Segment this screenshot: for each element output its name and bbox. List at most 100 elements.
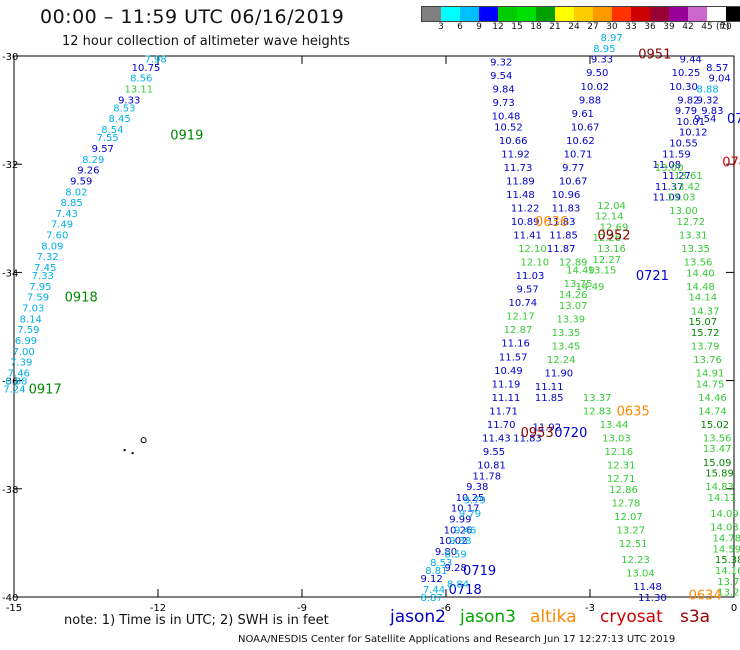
swh-value: 12.78 xyxy=(612,498,641,509)
swh-value: 8.09 xyxy=(41,241,63,252)
swh-value: 6.88 xyxy=(5,377,27,388)
swh-value: 13.75 xyxy=(564,279,593,290)
swh-value: 13.07 xyxy=(559,301,588,312)
swh-value: 8.85 xyxy=(60,198,82,209)
swh-value: 11.57 xyxy=(499,352,528,363)
swh-value: 13.35 xyxy=(552,328,581,339)
swh-value: 13.45 xyxy=(552,341,581,352)
swh-value: 14.59 xyxy=(712,544,740,555)
legend-label: 3 xyxy=(438,22,444,32)
legend-swatch xyxy=(593,7,612,21)
swh-value: 13.16 xyxy=(597,244,626,255)
swh-value: 10.67 xyxy=(571,122,600,133)
swh-value: 11.85 xyxy=(535,393,564,404)
swh-value: 15.09 xyxy=(703,458,732,469)
swh-value: 7.39 xyxy=(10,358,32,369)
swh-value: 14.48 xyxy=(686,282,715,293)
swh-value: 8.53 xyxy=(113,103,135,114)
legend-label: 30 xyxy=(606,22,618,32)
swh-value: 14.91 xyxy=(696,368,725,379)
swh-value: 13.56 xyxy=(703,433,732,444)
swh-value: 11.85 xyxy=(549,231,578,242)
satellite-legend-item: cryosat xyxy=(600,607,663,627)
legend-swatch xyxy=(707,7,726,21)
swh-value: 14.11 xyxy=(708,493,737,504)
x-tick-label: -15 xyxy=(6,603,22,614)
swh-value: 7.95 xyxy=(29,282,51,293)
swh-value: 7.59 xyxy=(27,293,49,304)
swh-value: 11.89 xyxy=(506,176,535,187)
swh-value: 7.45 xyxy=(34,263,56,274)
swh-value: 14.14 xyxy=(688,293,717,304)
swh-value: 14.40 xyxy=(686,268,715,279)
pass-time-label: 0636 xyxy=(535,215,568,230)
swh-value: 13.37 xyxy=(583,393,612,404)
swh-value: 13.00 xyxy=(655,163,684,174)
swh-value: 14.75 xyxy=(696,379,725,390)
swh-value: 10.02 xyxy=(580,82,609,93)
swh-value: 10.66 xyxy=(499,136,528,147)
swh-value: 12.87 xyxy=(504,325,533,336)
swh-value: 7.33 xyxy=(32,271,54,282)
swh-value: 9.83 xyxy=(701,106,723,117)
pass-time-label: 0720 xyxy=(554,426,587,441)
swh-value: 14.03 xyxy=(710,523,739,534)
swh-value: 8.87 xyxy=(420,593,442,604)
swh-value: 7.46 xyxy=(8,368,30,379)
swh-value: 12.71 xyxy=(607,474,636,485)
swh-value: 10.89 xyxy=(511,217,540,228)
legend-swatch xyxy=(726,7,740,21)
pass-time-label: 0719 xyxy=(463,564,496,579)
pass-time-label: 0953 xyxy=(521,426,554,441)
legend-label: 15 xyxy=(511,22,523,32)
swh-value: 12.86 xyxy=(609,485,638,496)
swh-value: 13.00 xyxy=(669,206,698,217)
swh-value: 11.30 xyxy=(638,593,667,604)
legend-label: 9 xyxy=(476,22,482,32)
swh-value: 9.26 xyxy=(77,166,99,177)
swh-value: 11.08 xyxy=(652,160,681,171)
swh-value: 10.62 xyxy=(566,136,595,147)
swh-value: 13.47 xyxy=(703,444,732,455)
swh-value: 9.33 xyxy=(118,95,140,106)
swh-value: 11.41 xyxy=(513,231,542,242)
legend-swatch xyxy=(574,7,593,21)
x-tick-label: 0 xyxy=(731,603,737,614)
legend-swatch xyxy=(479,7,498,21)
legend-label: 24 xyxy=(568,22,580,32)
swh-value: 7.44 xyxy=(423,585,445,596)
swh-value: 10.17 xyxy=(451,504,480,515)
swh-value: 11.19 xyxy=(492,379,521,390)
swh-value: 11.48 xyxy=(633,582,662,593)
swh-value: 9.59 xyxy=(70,176,92,187)
legend-label: 6 xyxy=(457,22,463,32)
swh-value: 11.83 xyxy=(547,217,576,228)
swh-value: 13.70 xyxy=(717,577,740,588)
swh-value: 8.97 xyxy=(600,33,622,44)
swh-value: 9.50 xyxy=(586,68,608,79)
plot-frame xyxy=(13,55,735,598)
swh-value: 7.24 xyxy=(3,385,25,396)
pass-time-label: 0634 xyxy=(689,588,722,603)
swh-value: 9.99 xyxy=(449,515,471,526)
swh-value: 9.79 xyxy=(464,496,486,507)
swh-value: 10.49 xyxy=(494,366,523,377)
swh-value: 9.88 xyxy=(579,95,601,106)
footnote: note: 1) Time is in UTC; 2) SWH is in fe… xyxy=(64,613,329,628)
legend-label: 45 xyxy=(701,22,713,32)
swh-value: 12.83 xyxy=(583,406,612,417)
swh-value: 14.83 xyxy=(705,482,734,493)
legend-swatch xyxy=(498,7,517,21)
swh-legend-unit: (ft) xyxy=(716,22,730,32)
swh-value: 8.59 xyxy=(444,550,466,561)
y-tick-label: -40 xyxy=(2,593,18,604)
swh-value: 14.09 xyxy=(710,509,739,520)
swh-value: 8.81 xyxy=(425,566,447,577)
swh-value: 8.88 xyxy=(696,84,718,95)
swh-value: 12.26 xyxy=(592,233,621,244)
legend-label: 21 xyxy=(549,22,561,32)
legend-swatch xyxy=(555,7,574,21)
swh-value: 7.98 xyxy=(144,55,166,66)
swh-value: 10.52 xyxy=(494,122,523,133)
